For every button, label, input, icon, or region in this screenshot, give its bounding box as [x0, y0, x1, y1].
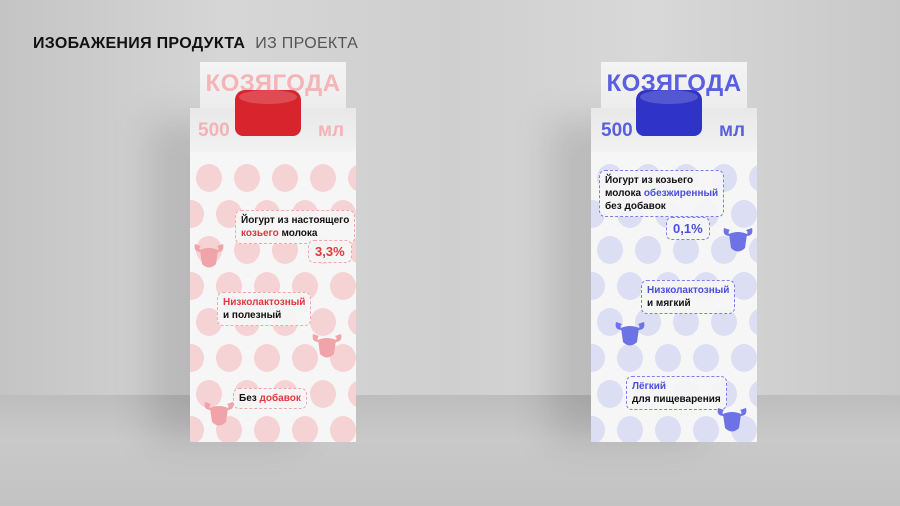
pattern-berry-icon — [330, 272, 356, 300]
claim-text: Йогурт из настоящего — [241, 215, 350, 226]
unit: мл — [719, 120, 746, 141]
heading-secondary: ИЗ ПРОЕКТА — [255, 35, 359, 52]
pattern-berry-icon — [693, 344, 719, 372]
volume: 500 — [198, 120, 230, 141]
pattern-berry-icon — [234, 164, 260, 192]
product-carton-lowfat: КОЗЯГОДА 500 мл Йогурт из козьего молока… — [591, 62, 757, 442]
pattern-berry-icon — [292, 416, 318, 442]
pattern-berry-icon — [749, 236, 757, 264]
pattern-berry-icon — [731, 200, 757, 228]
claim-text: для пищеварения — [632, 394, 721, 405]
pattern-berry-icon — [272, 164, 298, 192]
pattern-berry-icon — [254, 416, 280, 442]
claim-text: Йогурт из козьего — [605, 175, 694, 186]
pattern-berry-icon — [693, 416, 719, 442]
pattern-berry-icon — [655, 416, 681, 442]
claim-text: молока — [605, 188, 642, 199]
pattern-berry-icon — [749, 308, 757, 336]
claim-accent: обезжиренный — [643, 188, 719, 199]
unit: мл — [318, 120, 345, 141]
pattern-berry-icon — [617, 416, 643, 442]
fat-badge: 0,1% — [666, 217, 710, 240]
goat-icon — [194, 244, 224, 268]
claim-bubble: Без добавок — [233, 388, 307, 409]
pattern-berry-icon — [310, 164, 336, 192]
pattern-berry-icon — [655, 344, 681, 372]
claim-text: и мягкий — [647, 298, 691, 309]
bottle-cap — [235, 90, 301, 136]
carton-body: Йогурт из козьего молока обезжиренный бе… — [591, 152, 757, 442]
pattern-berry-icon — [673, 236, 699, 264]
claim-text: и полезный — [223, 310, 282, 321]
pattern-berry-icon — [310, 380, 336, 408]
pattern-berry-icon — [731, 344, 757, 372]
pattern-berry-icon — [254, 344, 280, 372]
claim-text: молока — [281, 228, 318, 239]
pattern-berry-icon — [635, 236, 661, 264]
pattern-berry-icon — [597, 308, 623, 336]
pattern-berry-icon — [348, 308, 356, 336]
floor — [0, 395, 900, 506]
pattern-berry-icon — [216, 344, 242, 372]
page-heading: ИЗОБАЖЕНИЯ ПРОДУКТА ИЗ ПРОЕКТА — [33, 35, 358, 53]
goat-icon — [717, 408, 747, 432]
carton-body: Йогурт из настоящего козьего молока 3,3%… — [190, 152, 356, 442]
fat-badge: 3,3% — [308, 240, 352, 263]
claim-text: без добавок — [605, 201, 666, 212]
volume: 500 — [601, 120, 633, 141]
pattern-berry-icon — [749, 164, 757, 192]
goat-icon — [723, 228, 753, 252]
claim-text: Без — [239, 393, 257, 404]
pattern-berry-icon — [731, 272, 757, 300]
pattern-berry-icon — [348, 236, 356, 264]
pattern-berry-icon — [190, 272, 204, 300]
pattern-berry-icon — [591, 416, 605, 442]
pattern-berry-icon — [591, 344, 605, 372]
claim-accent: добавок — [259, 393, 301, 404]
pattern-berry-icon — [190, 344, 204, 372]
claim-bubble: Лёгкий для пищеварения — [626, 376, 727, 410]
pattern-berry-icon — [292, 344, 318, 372]
pattern-berry-icon — [348, 164, 356, 192]
claim-accent: Лёгкий — [632, 381, 667, 392]
pattern-berry-icon — [348, 380, 356, 408]
pattern-berry-icon — [190, 200, 204, 228]
pattern-berry-icon — [591, 272, 605, 300]
claim-accent: козьего — [241, 228, 279, 239]
claim-bubble: Йогурт из настоящего козьего молока — [235, 210, 356, 244]
claim-bubble: Низколактозный и полезный — [217, 292, 312, 326]
pattern-berry-icon — [597, 380, 623, 408]
pattern-berry-icon — [310, 308, 336, 336]
claim-accent: Низколактозный — [223, 297, 306, 308]
product-carton-strawberry: КОЗЯГОДА 500 мл Йогурт из настоящего коз… — [190, 62, 356, 442]
bottle-cap — [636, 90, 702, 136]
goat-icon — [204, 402, 234, 426]
claim-bubble: Йогурт из козьего молока обезжиренный бе… — [599, 170, 725, 217]
pattern-berry-icon — [196, 164, 222, 192]
pattern-berry-icon — [749, 380, 757, 408]
pattern-berry-icon — [190, 416, 204, 442]
claim-accent: Низколактозный — [647, 285, 730, 296]
claim-bubble: Низколактозный и мягкий — [641, 280, 736, 314]
goat-icon — [615, 322, 645, 346]
pattern-berry-icon — [617, 272, 643, 300]
pattern-berry-icon — [330, 416, 356, 442]
pattern-berry-icon — [597, 236, 623, 264]
pattern-berry-icon — [617, 344, 643, 372]
heading-primary: ИЗОБАЖЕНИЯ ПРОДУКТА — [33, 35, 246, 52]
goat-icon — [312, 334, 342, 358]
